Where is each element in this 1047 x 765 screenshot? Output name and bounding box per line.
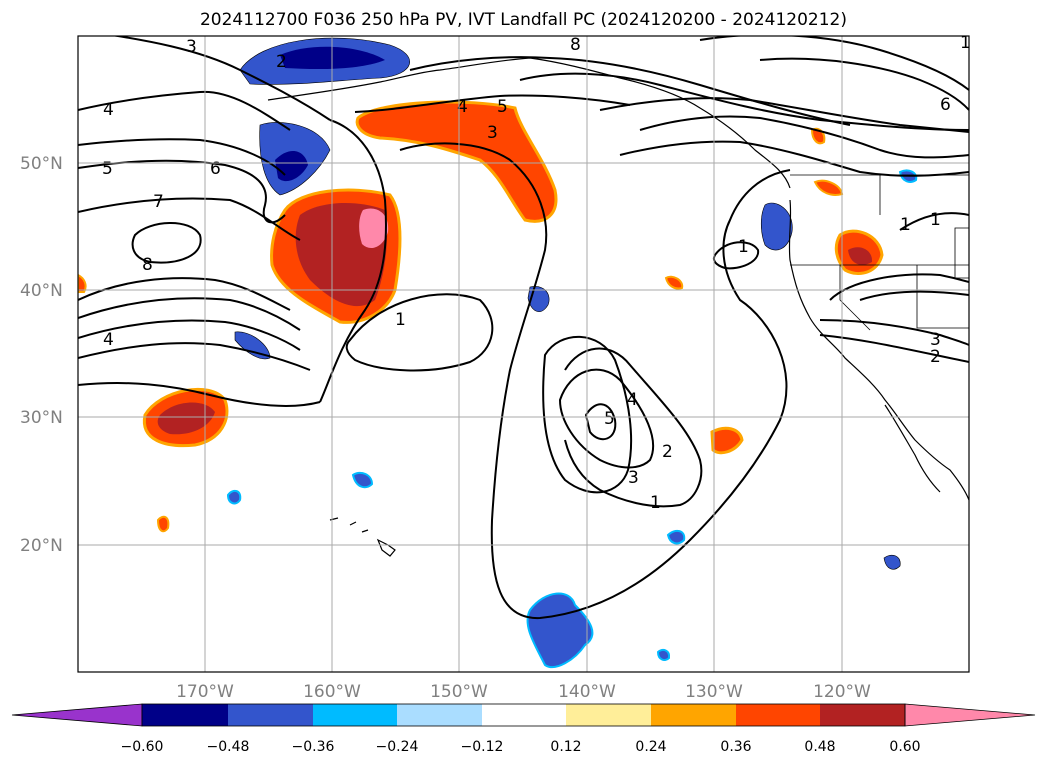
- colorbar-tick-label: −0.48: [207, 739, 250, 755]
- hawaii: [329, 517, 396, 557]
- contour-label: 2: [662, 442, 673, 462]
- shade-positive-small1: [710, 426, 744, 455]
- contour-label: 3: [487, 123, 498, 143]
- colorbar-extend-high: [904, 703, 1036, 727]
- shade-negative-oregon: [760, 202, 793, 251]
- shade-positive-idaho-core: [848, 247, 873, 265]
- colorbar-tick-label: 0.36: [720, 739, 751, 755]
- lat-labels: 50°N 40°N 30°N 20°N: [20, 154, 63, 556]
- contour-label: 2: [930, 347, 941, 367]
- contour-label: 8: [142, 255, 153, 275]
- lon-label: 120°W: [813, 682, 871, 702]
- shade-positive-small5: [664, 275, 684, 290]
- colorbar-tick-label: 0.12: [550, 739, 581, 755]
- lon-label: 130°W: [685, 682, 743, 702]
- shade-positive-goa: [355, 100, 558, 223]
- contour-label: 4: [627, 390, 638, 410]
- contour-label: 1: [650, 493, 661, 513]
- coastline-west-us: [788, 199, 969, 501]
- colorbar-tick-label: −0.12: [461, 739, 504, 755]
- shade-positive-main-peak: [359, 208, 389, 248]
- colorbar-tick-label: 0.24: [635, 739, 666, 755]
- colorbar-tick-label: 0.48: [804, 739, 835, 755]
- lat-label: 50°N: [20, 154, 63, 174]
- colorbar-tick-label: −0.24: [376, 739, 419, 755]
- colorbar-tick-label: 0.60: [889, 739, 920, 755]
- shade-negative-small4: [351, 471, 374, 489]
- colorbar-segment: [820, 704, 905, 726]
- contour-label: 6: [940, 95, 951, 115]
- coastlines: [267, 57, 969, 557]
- shade-positive-edge: [78, 273, 87, 293]
- coastline-baja: [884, 404, 941, 493]
- contour-label: 7: [153, 192, 164, 212]
- colorbar-segment: [313, 704, 397, 726]
- contours: [78, 36, 969, 620]
- colorbar-extend-low: [11, 703, 143, 727]
- shade-negative-small1: [234, 331, 271, 360]
- contour-label: 5: [497, 97, 508, 117]
- lat-label: 20°N: [20, 536, 63, 556]
- contour-label: 5: [102, 159, 113, 179]
- contour-label: 1: [738, 237, 749, 257]
- lon-label: 140°W: [558, 682, 616, 702]
- contour-label: 1: [900, 215, 911, 235]
- gridlines: [78, 36, 969, 672]
- colorbar-segment: [651, 704, 736, 726]
- colorbar-tick-label: −0.60: [121, 739, 164, 755]
- colorbar-segment: [736, 704, 820, 726]
- colorbar-segment: [228, 704, 313, 726]
- contour-label: 2: [276, 52, 287, 72]
- contour-label: 4: [103, 100, 114, 120]
- colorbar-tick-label: −0.36: [292, 739, 335, 755]
- contour-label: 1: [395, 310, 406, 330]
- contour-label: 1: [960, 33, 971, 53]
- colorbar-segment: [482, 704, 566, 726]
- contour-label: 6: [210, 159, 221, 179]
- contour-label: 5: [604, 409, 615, 429]
- coastline-alaska: [267, 57, 791, 189]
- colorbar: −0.60 −0.48 −0.36 −0.24 −0.12 0.12 0.24 …: [11, 703, 1036, 755]
- lon-label: 150°W: [430, 682, 488, 702]
- contour-label: 8: [570, 35, 581, 55]
- contour-label: 3: [930, 330, 941, 350]
- colorbar-segment: [566, 704, 651, 726]
- lon-label: 160°W: [303, 682, 361, 702]
- shade-positive-small2: [156, 515, 170, 533]
- lat-label: 30°N: [20, 408, 63, 428]
- shade-negative-small6: [666, 529, 686, 545]
- contour-label: 3: [186, 37, 197, 57]
- colorbar-frame: [141, 703, 906, 727]
- shade-negative-small3: [226, 489, 242, 505]
- shade-positive-small4: [810, 127, 826, 145]
- map-title: 2024112700 F036 250 hPa PV, IVT Landfall…: [199, 10, 847, 30]
- contour-label: 1: [930, 210, 941, 230]
- contour-label: 4: [103, 330, 114, 350]
- colorbar-segment: [397, 704, 482, 726]
- contour-labels: 3 2 8 4 5 4 5 3 6 7 8 1 1 1 4 5 4 3 2 1 …: [102, 33, 971, 513]
- lon-labels: 170°W 160°W 150°W 140°W 130°W 120°W: [176, 682, 871, 702]
- lon-label: 170°W: [176, 682, 234, 702]
- shade-negative-small5: [883, 554, 901, 570]
- map-border: [77, 35, 970, 673]
- contour-label: 3: [628, 468, 639, 488]
- colorbar-segment: [142, 704, 228, 726]
- shade-positive-sw-core: [157, 402, 215, 435]
- contour-label: 4: [457, 97, 468, 117]
- shade-negative-small7: [656, 649, 671, 661]
- lat-label: 40°N: [20, 281, 63, 301]
